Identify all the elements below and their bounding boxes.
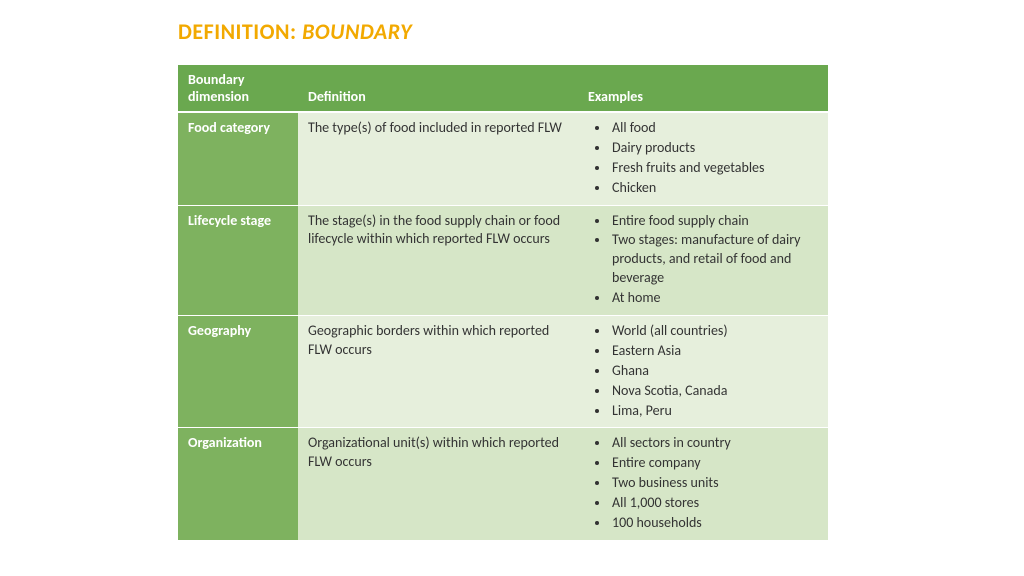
table-row: Food categoryThe type(s) of food include… [178, 112, 828, 205]
example-item: All food [610, 119, 818, 138]
example-item: Chicken [610, 179, 818, 198]
row-definition: Organizational unit(s) within which repo… [298, 428, 578, 540]
example-item: Lima, Peru [610, 402, 818, 421]
title-prefix: DEFINITION: [178, 18, 302, 45]
example-item: 100 households [610, 514, 818, 533]
example-item: World (all countries) [610, 322, 818, 341]
row-dimension: Lifecycle stage [178, 205, 298, 315]
example-item: At home [610, 289, 818, 308]
example-item: Two business units [610, 474, 818, 493]
example-item: All 1,000 stores [610, 494, 818, 513]
row-dimension: Organization [178, 428, 298, 540]
example-item: Two stages: manufacture of dairy product… [610, 231, 818, 288]
boundary-table: Boundary dimension Definition Examples F… [178, 65, 828, 541]
table-row: OrganizationOrganizational unit(s) withi… [178, 428, 828, 540]
row-definition: The stage(s) in the food supply chain or… [298, 205, 578, 315]
row-definition: The type(s) of food included in reported… [298, 112, 578, 205]
example-item: Nova Scotia, Canada [610, 382, 818, 401]
row-definition: Geographic borders within which reported… [298, 316, 578, 428]
row-examples: Entire food supply chainTwo stages: manu… [578, 205, 828, 315]
col-header-examples: Examples [578, 65, 828, 112]
title-word: BOUNDARY [302, 18, 412, 45]
row-dimension: Food category [178, 112, 298, 205]
row-examples: All sectors in countryEntire companyTwo … [578, 428, 828, 540]
example-item: Eastern Asia [610, 342, 818, 361]
col-header-definition: Definition [298, 65, 578, 112]
row-examples: All foodDairy productsFresh fruits and v… [578, 112, 828, 205]
table-row: Lifecycle stageThe stage(s) in the food … [178, 205, 828, 315]
example-item: Fresh fruits and vegetables [610, 159, 818, 178]
example-item: Entire food supply chain [610, 212, 818, 231]
example-item: All sectors in country [610, 434, 818, 453]
table-row: GeographyGeographic borders within which… [178, 316, 828, 428]
table-header-row: Boundary dimension Definition Examples [178, 65, 828, 112]
example-item: Dairy products [610, 139, 818, 158]
example-item: Entire company [610, 454, 818, 473]
example-item: Ghana [610, 362, 818, 381]
page-title: DEFINITION: BOUNDARY [178, 18, 1024, 45]
row-dimension: Geography [178, 316, 298, 428]
row-examples: World (all countries)Eastern AsiaGhanaNo… [578, 316, 828, 428]
col-header-dimension: Boundary dimension [178, 65, 298, 112]
